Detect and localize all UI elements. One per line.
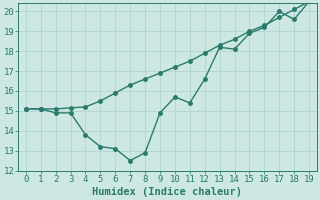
X-axis label: Humidex (Indice chaleur): Humidex (Indice chaleur)	[92, 186, 243, 197]
